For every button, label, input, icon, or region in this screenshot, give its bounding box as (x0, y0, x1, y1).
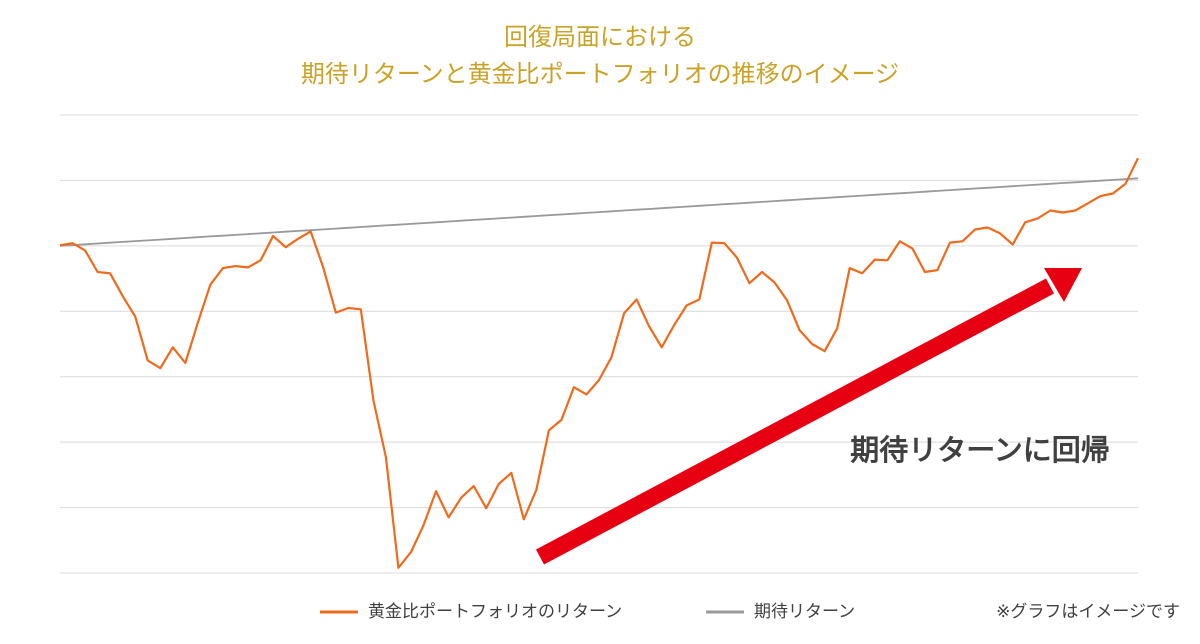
arrow (536, 268, 1082, 565)
legend-label: 黄金比ポートフォリオのリターン (368, 602, 622, 622)
chart-title: 回復局面における (504, 23, 696, 51)
note: ※グラフはイメージです (996, 602, 1180, 622)
annotation: 期待リターンに回帰 (850, 433, 1110, 467)
legend-label: 期待リターン (754, 602, 855, 622)
series-line (59, 177, 1139, 247)
series-line (59, 157, 1139, 569)
chart-title: 期待リターンと黄金比ポートフォリオの推移のイメージ (301, 60, 899, 88)
